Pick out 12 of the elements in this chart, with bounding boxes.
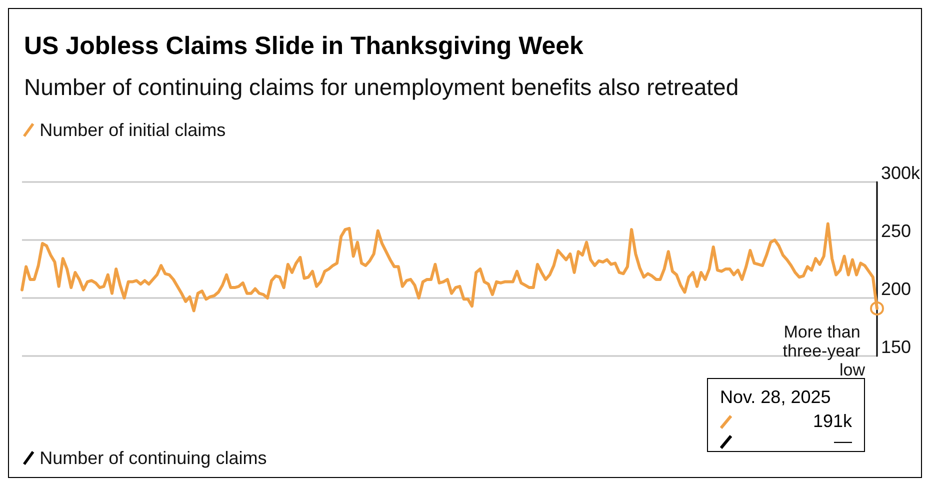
y-tick-label: 300k: [881, 163, 922, 183]
y-tick-label: 250: [881, 221, 912, 241]
chart-title: US Jobless Claims Slide in Thanksgiving Week: [24, 32, 584, 61]
text: 191k: [812, 411, 852, 432]
text: Nov. 28, 2025: [720, 387, 831, 408]
legend-label: Number of initial claims: [40, 120, 226, 140]
annotation: More than three-year low: [782, 322, 866, 380]
y-tick-label: 200: [881, 279, 912, 299]
chart-subtitle: Number of continuing claims for unemployment benefits also retreated: [24, 74, 739, 101]
text: —: [834, 431, 852, 452]
y-tick-label: 150: [881, 337, 912, 357]
legend-label: Number of continuing claims: [40, 448, 267, 468]
